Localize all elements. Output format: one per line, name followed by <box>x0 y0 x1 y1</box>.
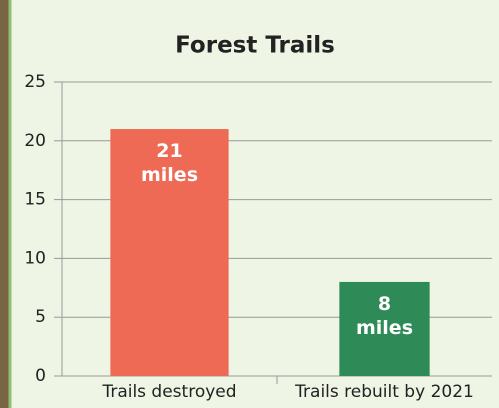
page: Forest Trails 0 5 10 15 20 25 Trails destroyed… <box>0 0 499 408</box>
y-tick-label: 0 <box>35 366 46 386</box>
value-label: 8 miles <box>345 292 425 340</box>
value-label: 21 miles <box>130 139 210 187</box>
y-tick-label: 10 <box>24 248 46 268</box>
y-tick-label: 5 <box>35 307 46 327</box>
chart: Forest Trails 0 5 10 15 20 25 Trails destroyed… <box>0 0 499 408</box>
x-tick-label: Trails destroyed <box>101 382 236 402</box>
chart-title: Forest Trails <box>175 33 335 59</box>
x-tick-label: Trails rebuilt by 2021 <box>294 382 474 402</box>
y-tick-label: 25 <box>24 72 46 92</box>
y-tick-label: 20 <box>24 131 46 151</box>
y-tick-label: 15 <box>24 190 46 210</box>
